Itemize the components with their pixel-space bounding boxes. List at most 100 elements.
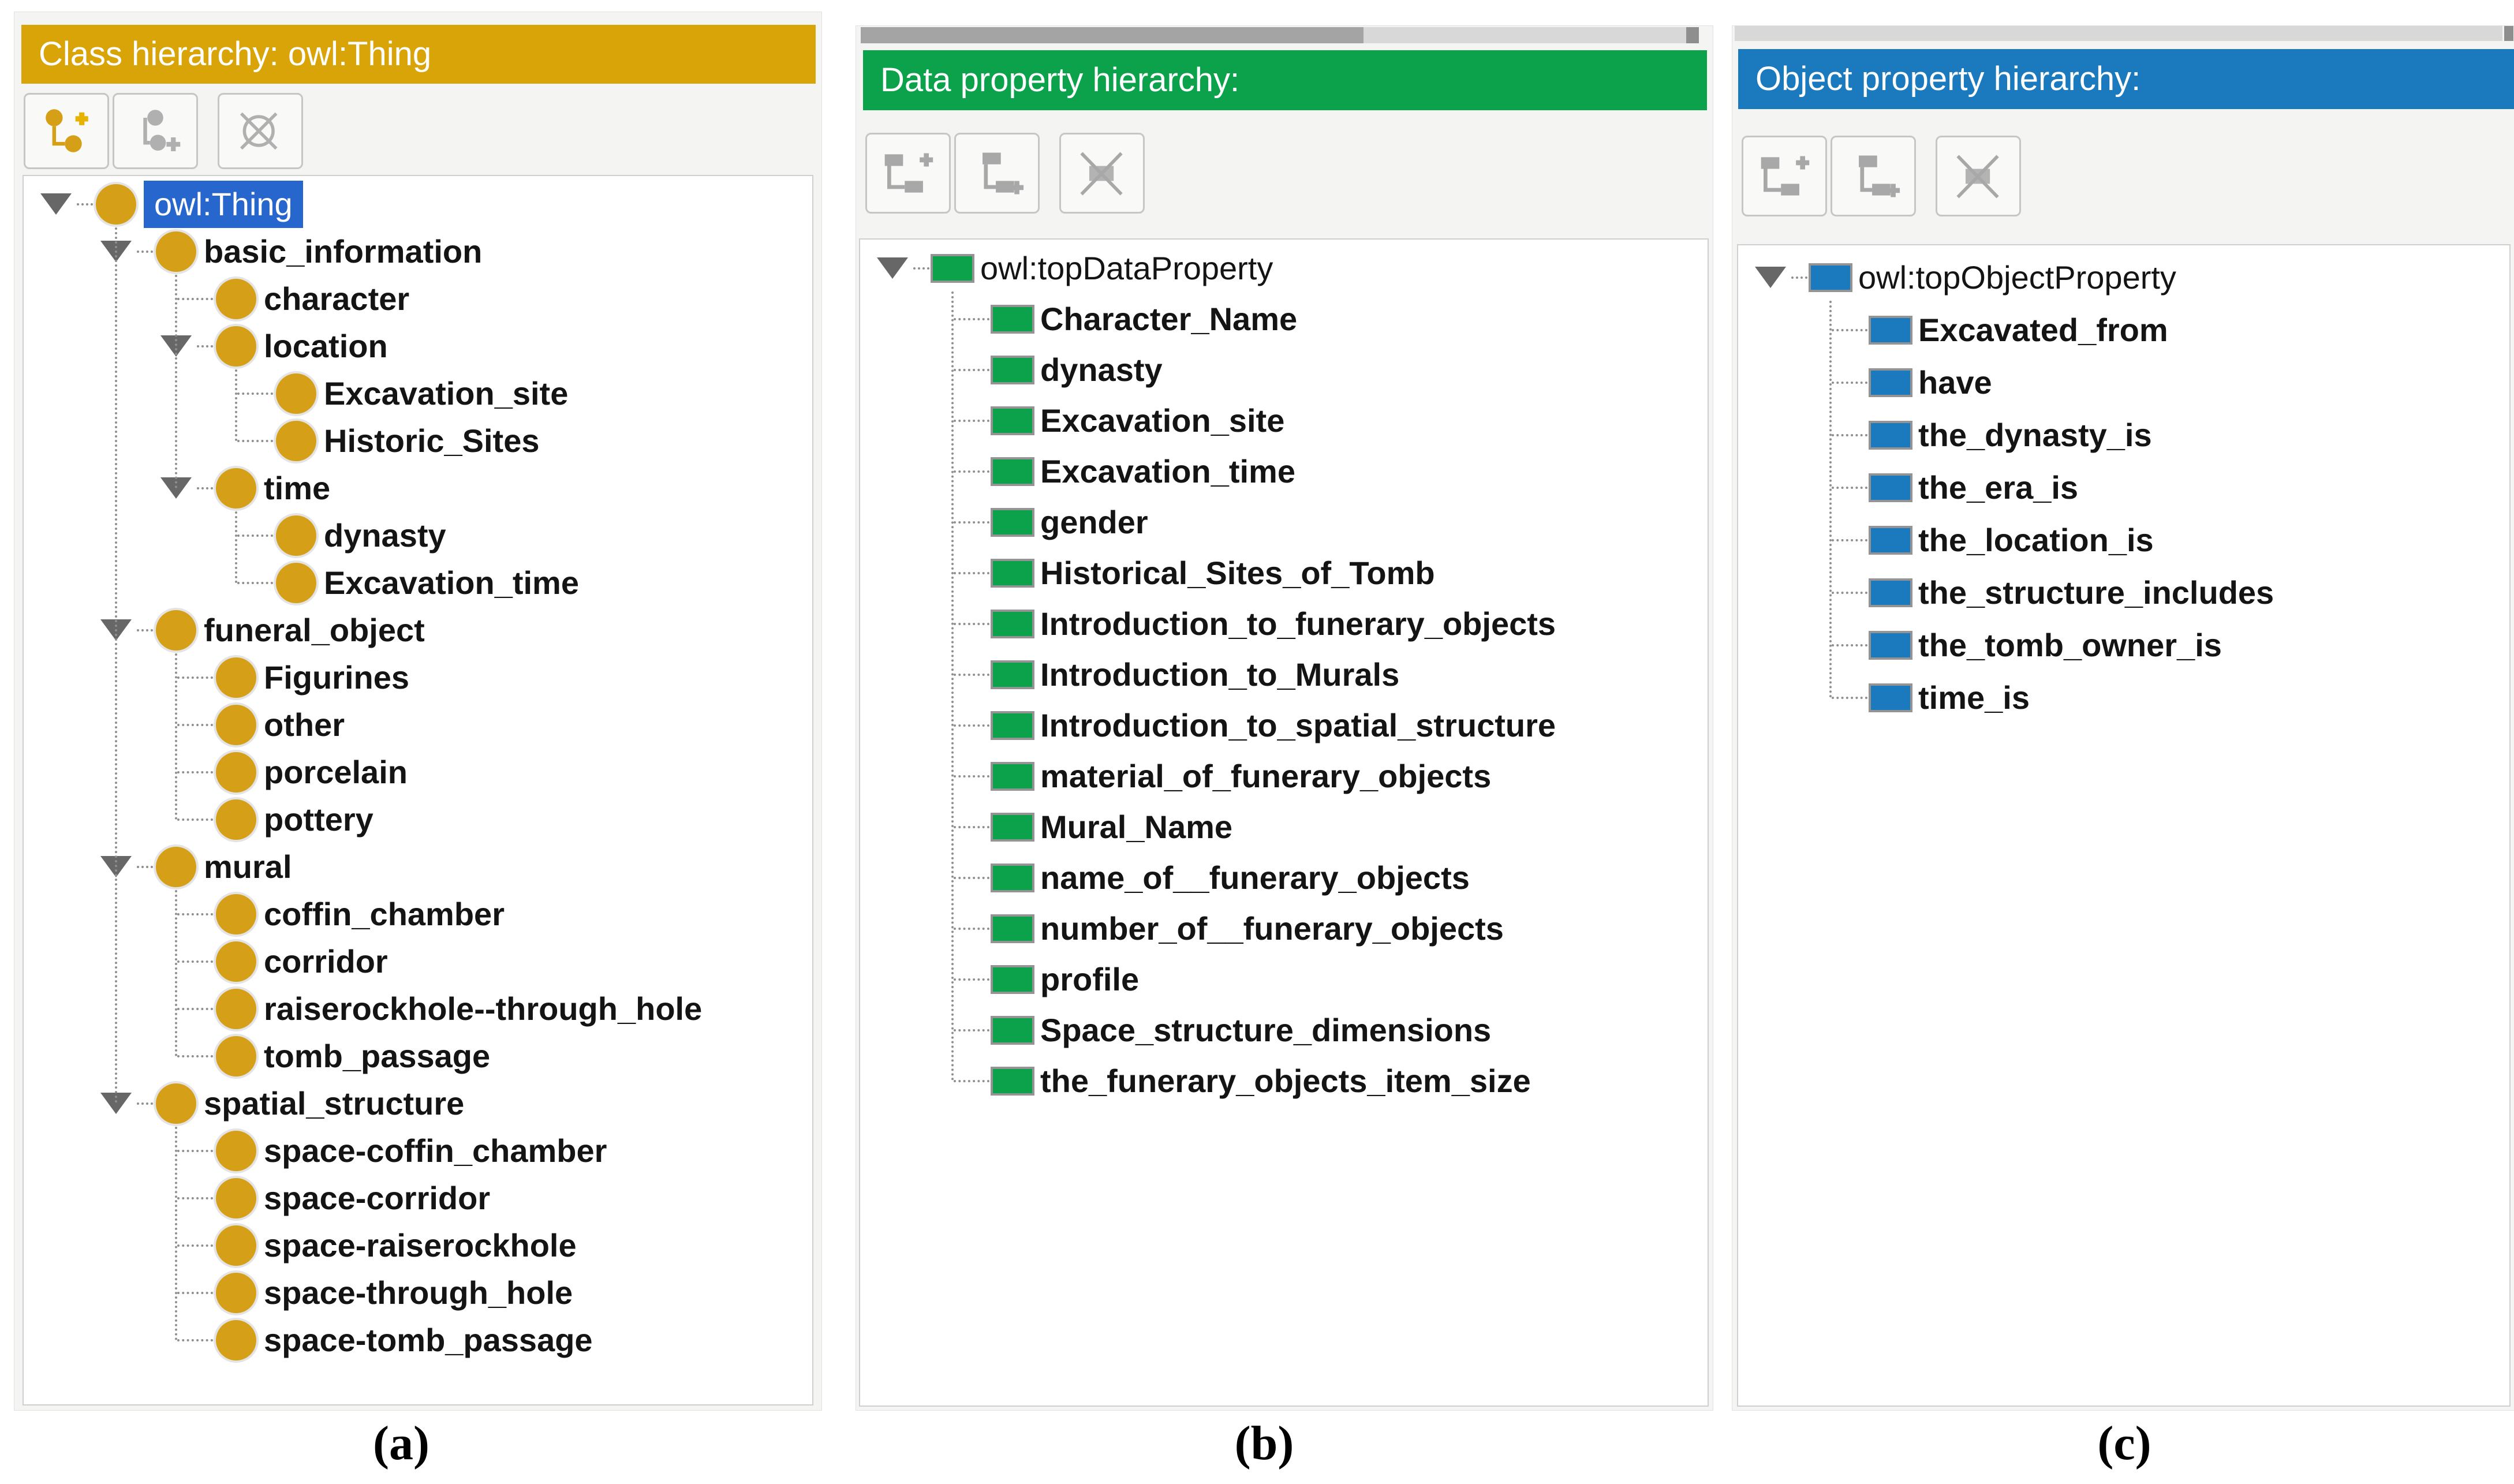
- tree-item-label[interactable]: space-corridor: [264, 1180, 491, 1216]
- tree-item-label[interactable]: space-raiserockhole: [264, 1227, 577, 1264]
- tree-item-label[interactable]: tomb_passage: [264, 1038, 491, 1074]
- tree-item-label[interactable]: space-coffin_chamber: [264, 1132, 607, 1169]
- scrollbar-thumb[interactable]: [861, 27, 1364, 43]
- tree-item-label[interactable]: Excavation_site: [324, 375, 569, 412]
- add-sibling-data-property-button[interactable]: [954, 133, 1040, 214]
- tree-row[interactable]: corridor: [24, 938, 812, 985]
- tree-item-label[interactable]: have: [1918, 364, 1992, 401]
- tree-row[interactable]: Figurines: [24, 654, 812, 701]
- tree-row[interactable]: funeral_object: [24, 607, 812, 654]
- tree-item-label[interactable]: Excavation_time: [324, 565, 579, 601]
- tree-item-label[interactable]: funeral_object: [204, 612, 425, 648]
- tree-row[interactable]: pottery: [24, 796, 812, 843]
- tree-row[interactable]: Excavation_time: [860, 446, 1708, 497]
- scrollbar-end-button[interactable]: [1686, 27, 1699, 43]
- tree-row[interactable]: dynasty: [24, 512, 812, 559]
- add-sibling-class-button[interactable]: [113, 93, 198, 169]
- delete-data-property-button[interactable]: [1059, 133, 1145, 214]
- tree-item-label[interactable]: other: [264, 707, 345, 743]
- add-sibling-object-property-button[interactable]: [1831, 136, 1916, 216]
- expander-triangle-icon[interactable]: [40, 193, 72, 215]
- tree-item-label[interactable]: the_structure_includes: [1918, 574, 2274, 611]
- tree-row[interactable]: the_era_is: [1738, 461, 2509, 514]
- tree-item-label[interactable]: raiserockhole--through_hole: [264, 990, 703, 1027]
- tree-row[interactable]: owl:topObjectProperty: [1738, 251, 2509, 304]
- delete-class-button[interactable]: [218, 93, 303, 169]
- tree-item-label[interactable]: the_era_is: [1918, 469, 2079, 506]
- tree-row[interactable]: space-raiserockhole: [24, 1222, 812, 1269]
- tree-item-label[interactable]: the_tomb_owner_is: [1918, 627, 2222, 663]
- expander-triangle-icon[interactable]: [877, 257, 908, 279]
- tree-row[interactable]: space-tomb_passage: [24, 1317, 812, 1364]
- scrollbar-end-button[interactable]: [2504, 26, 2513, 41]
- tree-item-label[interactable]: profile: [1040, 961, 1140, 997]
- tree-item-label[interactable]: coffin_chamber: [264, 896, 505, 932]
- tree-item-label[interactable]: Introduction_to_spatial_structure: [1040, 707, 1556, 743]
- tree-row[interactable]: Excavation_site: [24, 370, 812, 417]
- tree-item-label[interactable]: the_location_is: [1918, 522, 2154, 558]
- tree-row[interactable]: owl:Thing: [24, 181, 812, 228]
- tree-item-label[interactable]: dynasty: [324, 517, 446, 554]
- tree-row[interactable]: the_funerary_objects_item_size: [860, 1056, 1708, 1107]
- tree-row[interactable]: mural: [24, 843, 812, 891]
- tree-item-label[interactable]: mural: [204, 848, 292, 885]
- tree-item-label[interactable]: name_of__funerary_objects: [1040, 859, 1470, 896]
- tree-row[interactable]: coffin_chamber: [24, 891, 812, 938]
- tree-item-label[interactable]: owl:topObjectProperty: [1858, 259, 2176, 296]
- tree-row[interactable]: Mural_Name: [860, 802, 1708, 853]
- tree-row[interactable]: Historic_Sites: [24, 417, 812, 465]
- tree-item-label[interactable]: Introduction_to_Murals: [1040, 656, 1400, 693]
- tree-row[interactable]: space-through_hole: [24, 1269, 812, 1317]
- tree-item-label[interactable]: Figurines: [264, 659, 410, 696]
- tree-row[interactable]: profile: [860, 954, 1708, 1005]
- tree-item-label[interactable]: Excavated_from: [1918, 312, 2168, 348]
- tree-item-label[interactable]: time_is: [1918, 679, 2030, 716]
- tree-item-label[interactable]: space-tomb_passage: [264, 1322, 593, 1358]
- tree-row[interactable]: the_structure_includes: [1738, 566, 2509, 619]
- tree-row[interactable]: Historical_Sites_of_Tomb: [860, 548, 1708, 599]
- tree-item-label[interactable]: Historic_Sites: [324, 423, 540, 459]
- add-sub-data-property-button[interactable]: [865, 133, 951, 214]
- tree-row[interactable]: space-coffin_chamber: [24, 1127, 812, 1175]
- tree-item-label[interactable]: time: [264, 470, 331, 506]
- add-subclass-button[interactable]: [24, 93, 109, 169]
- tree-row[interactable]: Introduction_to_Murals: [860, 649, 1708, 700]
- tree-row[interactable]: Excavation_site: [860, 395, 1708, 446]
- tree-item-label[interactable]: Introduction_to_funerary_objects: [1040, 605, 1556, 642]
- tree-item-label[interactable]: gender: [1040, 504, 1148, 540]
- tree-item-label[interactable]: Space_structure_dimensions: [1040, 1012, 1492, 1048]
- tree-row[interactable]: gender: [860, 497, 1708, 548]
- tree-row[interactable]: dynasty: [860, 345, 1708, 395]
- tree-row[interactable]: time: [24, 465, 812, 512]
- tree-item-label[interactable]: owl:Thing: [144, 181, 303, 228]
- tree-row[interactable]: raiserockhole--through_hole: [24, 985, 812, 1033]
- expander-triangle-icon[interactable]: [1755, 266, 1786, 288]
- tree-row[interactable]: character: [24, 275, 812, 323]
- tree-item-label[interactable]: material_of_funerary_objects: [1040, 758, 1492, 794]
- tree-row[interactable]: other: [24, 701, 812, 749]
- tree-row[interactable]: space-corridor: [24, 1175, 812, 1222]
- tree-item-label[interactable]: character: [264, 281, 410, 317]
- tree-row[interactable]: owl:topDataProperty: [860, 243, 1708, 294]
- tree-row[interactable]: the_dynasty_is: [1738, 409, 2509, 461]
- tree-item-label[interactable]: Character_Name: [1040, 301, 1298, 337]
- tree-row[interactable]: Introduction_to_funerary_objects: [860, 599, 1708, 649]
- delete-object-property-button[interactable]: [1936, 136, 2021, 216]
- tree-row[interactable]: Excavation_time: [24, 559, 812, 607]
- tree-item-label[interactable]: Excavation_site: [1040, 402, 1285, 439]
- tree-item-label[interactable]: the_funerary_objects_item_size: [1040, 1063, 1531, 1099]
- tree-item-label[interactable]: basic_information: [204, 233, 483, 270]
- tree-row[interactable]: number_of__funerary_objects: [860, 903, 1708, 954]
- tree-item-label[interactable]: Excavation_time: [1040, 453, 1295, 489]
- tree-row[interactable]: location: [24, 323, 812, 370]
- tree-row[interactable]: the_tomb_owner_is: [1738, 619, 2509, 671]
- tree-item-label[interactable]: corridor: [264, 943, 388, 980]
- tree-row[interactable]: have: [1738, 356, 2509, 409]
- tree-item-label[interactable]: number_of__funerary_objects: [1040, 910, 1504, 947]
- tree-item-label[interactable]: spatial_structure: [204, 1085, 465, 1122]
- tree-row[interactable]: tomb_passage: [24, 1033, 812, 1080]
- tree-item-label[interactable]: Historical_Sites_of_Tomb: [1040, 555, 1435, 591]
- tree-item-label[interactable]: location: [264, 328, 388, 364]
- tree-row[interactable]: basic_information: [24, 228, 812, 275]
- tree-row[interactable]: Space_structure_dimensions: [860, 1005, 1708, 1056]
